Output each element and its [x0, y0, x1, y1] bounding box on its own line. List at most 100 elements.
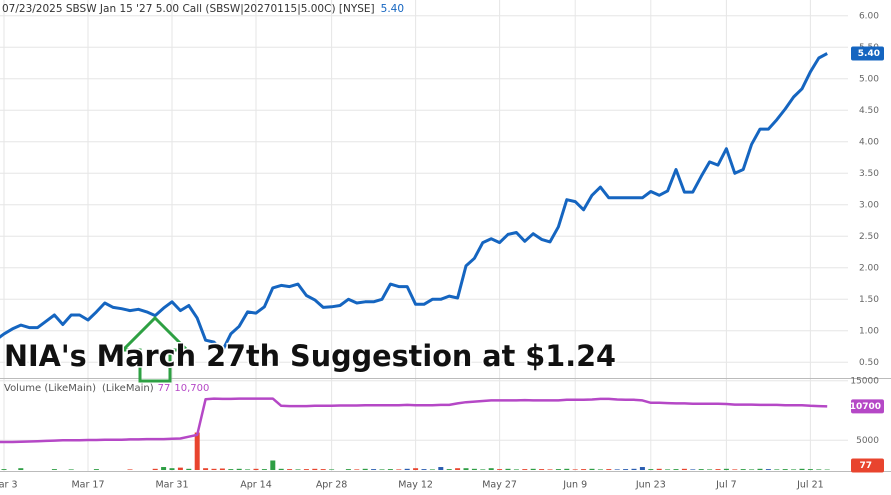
volume-bar	[505, 468, 511, 470]
volume-bar	[446, 469, 452, 470]
x-tick-label: May 12	[398, 480, 433, 491]
header-price: 5.40	[381, 3, 404, 15]
likemain-line	[0, 397, 828, 444]
arrow-icon	[119, 315, 191, 383]
volume-bar	[581, 469, 587, 470]
y-tick-label: 5000	[856, 436, 879, 446]
y-tick-label: 4.00	[859, 137, 879, 147]
legend-entry: Volume (LikeMain)	[4, 383, 96, 394]
volume-bar	[707, 469, 713, 470]
value-tag	[851, 399, 884, 414]
volume-bar	[404, 468, 410, 470]
volume-bar	[807, 469, 813, 470]
volume-bar	[270, 460, 276, 470]
x-tick-label: Jun 23	[635, 480, 666, 491]
volume-bar	[749, 469, 755, 470]
volume-bar	[791, 469, 797, 470]
volume-bar	[303, 469, 309, 470]
volume-bar	[732, 469, 738, 470]
volume-bar	[656, 468, 662, 470]
volume-bar	[421, 469, 427, 470]
axes-layer: 0.50 1.00 1.50 2.00 2.50 3.00 3.50 4.00 4.50 5.00…	[0, 11, 884, 491]
volume-bar	[665, 469, 671, 470]
volume-bar	[169, 468, 175, 470]
x-tick-label: Jul 7	[715, 480, 737, 491]
volume-bar	[203, 468, 209, 470]
volume-bar	[161, 467, 167, 470]
volume-bar	[614, 469, 620, 470]
volume-bar	[228, 469, 234, 470]
value-tag-label: 10700	[850, 402, 881, 412]
volume-bar	[211, 468, 217, 470]
volume-bar	[480, 469, 486, 470]
x-tick-label: Jun 9	[562, 480, 587, 491]
volume-bar	[631, 468, 637, 470]
y-tick-label: 1.00	[859, 326, 879, 336]
x-tick-label: Mar 31	[155, 480, 188, 491]
price-line	[0, 52, 828, 353]
x-tick-label: Mar 3	[0, 480, 18, 491]
volume-bar	[597, 469, 603, 470]
volume-bar	[816, 469, 822, 470]
volume-bar	[219, 468, 225, 470]
volume-bar	[681, 468, 687, 470]
y-tick-label: 3.00	[859, 200, 879, 210]
volume-bar	[555, 469, 561, 470]
header: 07/23/2025 SBSW Jan 15 '27 5.00 Call (SB…	[2, 3, 404, 15]
volume-bar	[1, 469, 7, 470]
volume-bar	[253, 468, 259, 470]
y-tick-label: 2.00	[859, 263, 879, 273]
legend-value: 10,700	[174, 383, 209, 394]
x-tick-label: May 27	[482, 480, 517, 491]
y-tick-label: 6.00	[859, 11, 879, 21]
volume-bar	[497, 469, 503, 470]
volume-bar	[530, 468, 536, 470]
grid-layer	[0, 0, 848, 471]
volume-bar	[606, 469, 612, 470]
y-tick-label: 5.00	[859, 74, 879, 84]
volume-bar	[329, 469, 335, 470]
volume-bar	[463, 468, 469, 470]
volume-bar	[379, 469, 385, 470]
x-tick-label: Mar 17	[71, 480, 104, 491]
price-tag-label: 5.40	[858, 49, 880, 59]
volume-bar	[438, 467, 444, 470]
volume-bar	[522, 469, 528, 470]
volume-bar	[690, 469, 696, 470]
volume-bar	[564, 468, 570, 470]
volume-bar	[320, 469, 326, 470]
volume-bar	[715, 469, 721, 470]
volume-bar	[194, 432, 200, 470]
volume-bar	[261, 469, 267, 470]
y-tick-label: 1.50	[859, 295, 879, 305]
volume-bar	[488, 468, 494, 470]
x-tick-label: Apr 14	[240, 480, 272, 491]
volume-bar	[539, 469, 545, 470]
x-tick-label: Jul 21	[796, 480, 824, 491]
volume-bar	[177, 467, 183, 470]
volume-bar	[471, 468, 477, 470]
volume-bar	[371, 469, 377, 470]
volume-bar	[18, 468, 24, 470]
volume-bar	[639, 467, 645, 470]
y-tick-label: 4.50	[859, 106, 879, 116]
value-tag	[851, 458, 884, 473]
volume-bar	[782, 469, 788, 470]
volume-bar	[236, 468, 242, 470]
volume-bar	[287, 469, 293, 470]
volume-bar	[623, 469, 629, 470]
volume-bar	[186, 468, 192, 470]
volume-bar	[572, 469, 578, 470]
volume-bar	[513, 469, 519, 470]
volume-bar	[589, 468, 595, 470]
volume-bar	[774, 469, 780, 470]
volume-bar	[387, 469, 393, 470]
volume-bar	[799, 468, 805, 470]
value-tag-label: 77	[859, 461, 872, 471]
y-tick-label: 3.50	[859, 169, 879, 179]
volume-bar	[740, 469, 746, 470]
plot-area	[0, 52, 830, 470]
volume-bar	[429, 469, 435, 470]
volume-bar	[278, 468, 284, 470]
